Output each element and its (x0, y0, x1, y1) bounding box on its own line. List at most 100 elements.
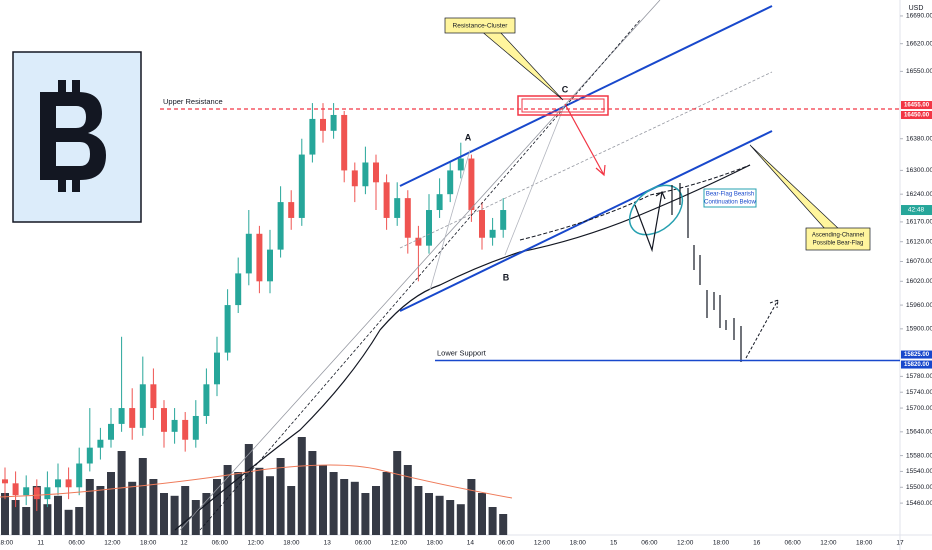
candle-body (288, 202, 295, 218)
candle-layer (2, 103, 507, 512)
volume-bar (297, 437, 306, 535)
volume-bar (128, 481, 137, 535)
last-price-box (901, 205, 932, 216)
y-tick-label: 15460.00 (906, 500, 932, 507)
y-tick-label: 15960.00 (906, 302, 932, 309)
x-tick-label: 18:00 (283, 540, 300, 547)
volume-bar (456, 504, 465, 535)
price-label-box (901, 350, 932, 359)
y-tick-label: 16240.00 (906, 191, 932, 198)
y-tick-label: 15500.00 (906, 484, 932, 491)
candle-body (224, 305, 231, 353)
y-tick-label: 16620.00 (906, 40, 932, 47)
price-label: 15820.00 (904, 362, 930, 368)
volume-bar (287, 486, 296, 535)
candle-body (97, 439, 104, 448)
candle-body (139, 384, 146, 428)
y-tick-label: 15700.00 (906, 405, 932, 412)
annotation: Possible Bear-Flag (813, 241, 864, 247)
abc-line (504, 103, 566, 256)
logo-bar (58, 80, 66, 94)
note-box (703, 188, 757, 208)
x-tick-label: 18:00 (0, 540, 14, 547)
candle-body (500, 210, 507, 230)
volume-bar (393, 451, 402, 535)
cluster-box (521, 98, 605, 113)
volume-bar (319, 465, 327, 535)
x-tick-label: 12:00 (820, 540, 837, 547)
candle-body (256, 233, 263, 282)
candle-body (65, 479, 72, 488)
x-tick-label: 15 (610, 540, 618, 547)
volume-bar (170, 495, 179, 535)
x-tick-label: 18:00 (426, 540, 443, 547)
volume-bar (329, 472, 338, 535)
candle-body (245, 233, 252, 274)
volume-bar (435, 495, 444, 535)
volume-bar (372, 486, 380, 535)
volume-bar (488, 507, 497, 535)
volume-bar (403, 465, 412, 535)
annotation: Continuation Below (704, 200, 756, 206)
y-tick-label: 15540.00 (906, 468, 932, 475)
x-tick-label: 06:00 (641, 540, 658, 547)
callout-box (805, 227, 871, 251)
moving-average (174, 164, 751, 531)
x-tick-label: 18:00 (713, 540, 730, 547)
candle-body (351, 170, 358, 187)
candle-body (277, 202, 284, 250)
candle-body (118, 408, 125, 424)
level-label: Lower Support (437, 349, 487, 358)
candle-body (457, 158, 464, 171)
price-label-box (901, 101, 932, 110)
price-label: 15825.00 (904, 352, 930, 358)
candle-body (44, 487, 51, 500)
volume-bar (22, 507, 31, 535)
x-tick-label: 12:00 (391, 540, 408, 547)
x-tick-label: 11 (37, 540, 44, 547)
x-tick-label: 14 (467, 540, 475, 547)
y-tick-label: 16550.00 (906, 68, 932, 75)
trend-line (399, 71, 773, 249)
volume-bar (223, 465, 232, 535)
logo-b (40, 92, 106, 180)
volume-average (0, 464, 513, 499)
candle-body (214, 352, 220, 385)
candle-body (404, 198, 411, 238)
bitcoin-logo (12, 51, 142, 223)
y-tick-label: 15900.00 (906, 326, 932, 333)
currency: USD (909, 5, 924, 12)
countdown: 42:48 (908, 207, 925, 214)
y-tick-label: 15740.00 (906, 389, 932, 396)
candle-body (182, 419, 189, 440)
volume-bar (425, 493, 433, 535)
volume-bar (191, 500, 200, 535)
x-tick-label: 06:00 (784, 540, 801, 547)
volume-bar (234, 472, 243, 535)
x-tick-label: 16 (753, 540, 761, 547)
x-tick-label: 18:00 (140, 540, 157, 547)
candle-body (108, 423, 114, 440)
point-label: C (562, 84, 569, 94)
projection-line (519, 164, 751, 241)
y-tick-label: 16380.00 (906, 135, 932, 142)
x-tick-label: 12:00 (104, 540, 121, 547)
candle-body (129, 408, 136, 428)
volume-bar (1, 493, 9, 535)
candle-body (447, 170, 454, 195)
y-tick-label: 16020.00 (906, 278, 932, 285)
candle-body (23, 487, 30, 496)
volume-bar (308, 451, 317, 535)
y-tick-label: 16120.00 (906, 238, 932, 245)
volume-bar (107, 472, 115, 535)
candle-body (55, 479, 61, 488)
volume-bar (149, 479, 158, 535)
volume-bar (467, 479, 476, 535)
candle-body (489, 229, 496, 238)
x-tick-label: 12:00 (534, 540, 551, 547)
candle-body (203, 384, 210, 416)
down-arrow (564, 103, 606, 177)
volume-bar (414, 486, 423, 535)
